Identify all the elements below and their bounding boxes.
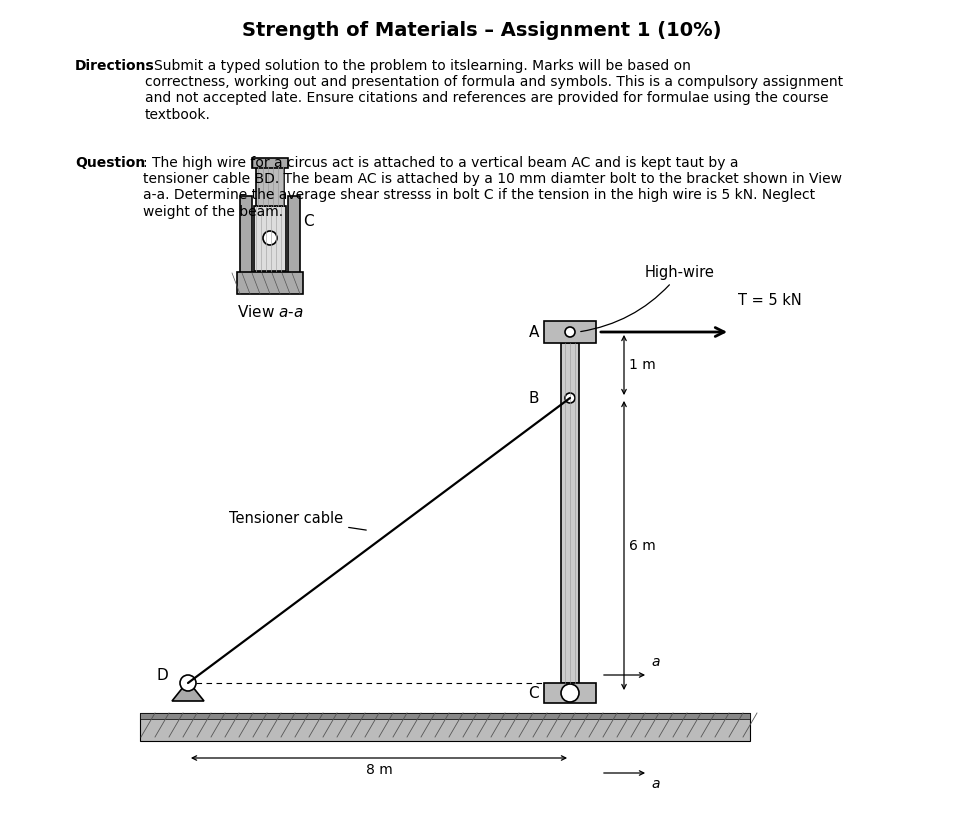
Circle shape [180,675,196,691]
Text: T = 5 kN: T = 5 kN [738,292,802,308]
Text: A: A [529,324,539,340]
Polygon shape [252,158,288,168]
Text: Strength of Materials – Assignment 1 (10%): Strength of Materials – Assignment 1 (10… [242,21,721,40]
Polygon shape [240,196,252,276]
Text: D: D [156,667,168,682]
Text: High-wire: High-wire [581,265,715,332]
Polygon shape [254,206,286,271]
Polygon shape [544,321,596,343]
Circle shape [263,231,277,245]
Polygon shape [561,343,579,683]
Text: C: C [529,686,539,700]
Text: View $a$-$a$: View $a$-$a$ [237,304,303,320]
Circle shape [561,684,579,702]
Circle shape [565,393,575,403]
Polygon shape [140,713,750,741]
Text: : Submit a typed solution to the problem to itslearning. Marks will be based on
: : Submit a typed solution to the problem… [145,59,844,122]
Text: 8 m: 8 m [366,763,392,777]
Polygon shape [237,272,303,294]
Text: Directions: Directions [75,59,155,73]
Text: $a$: $a$ [651,655,661,669]
Text: Tensioner cable: Tensioner cable [229,511,366,530]
Polygon shape [172,681,204,701]
Text: 1 m: 1 m [629,358,656,372]
Text: B: B [529,391,539,406]
Polygon shape [544,683,596,703]
Text: Question: Question [75,156,145,170]
Text: C: C [303,213,314,228]
Text: $a$: $a$ [651,777,661,791]
Polygon shape [256,166,284,206]
Text: : The high wire for a circus act is attached to a vertical beam AC and is kept t: : The high wire for a circus act is atta… [143,156,842,218]
Polygon shape [288,196,300,276]
Polygon shape [140,713,750,719]
Text: 6 m: 6 m [629,539,656,553]
Circle shape [565,327,575,337]
